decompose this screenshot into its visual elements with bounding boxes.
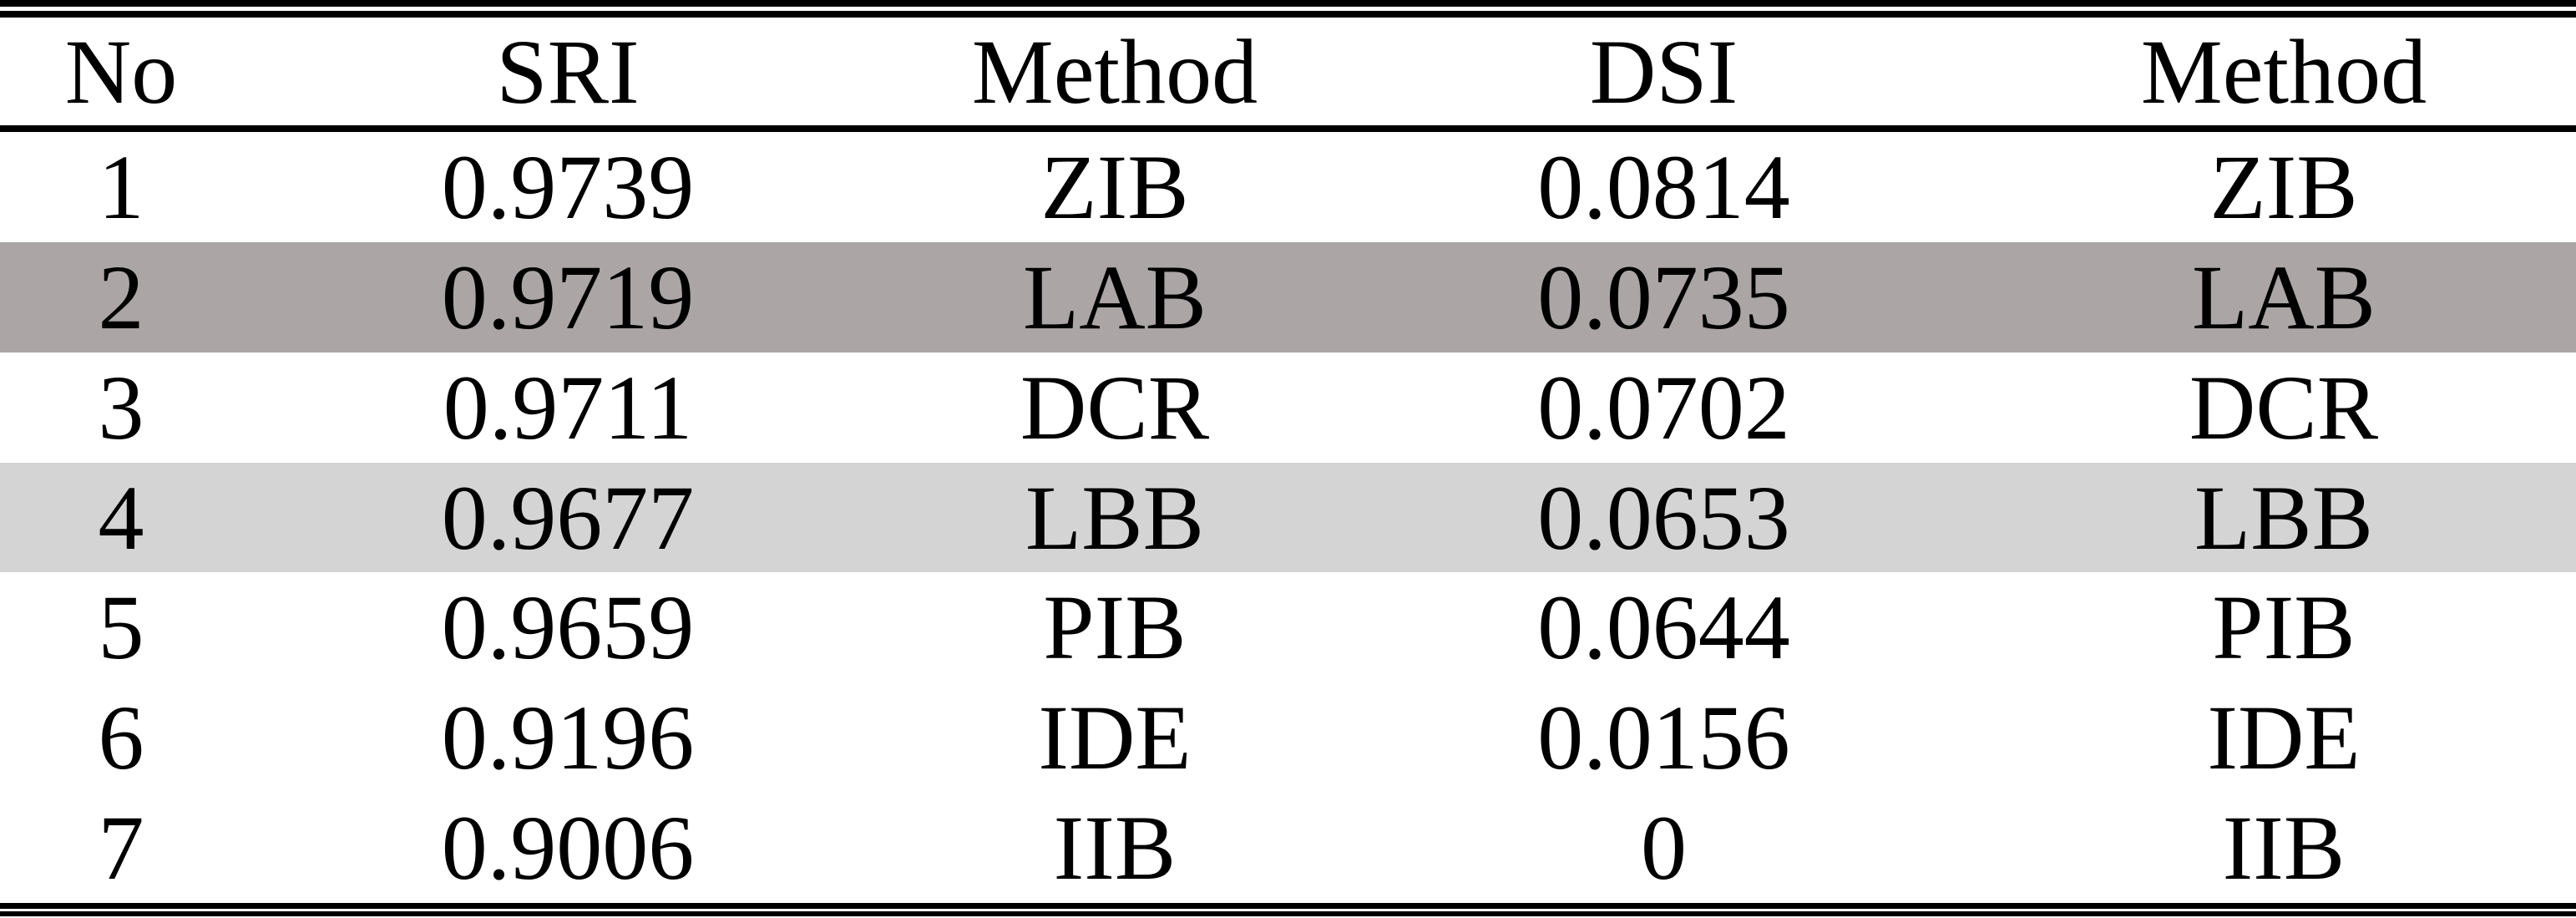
cell-dsi: 0.0653 xyxy=(1537,466,1790,569)
rule-line xyxy=(0,903,2576,909)
cell-no: 3 xyxy=(98,356,144,459)
cell-sri-method: PIB xyxy=(1043,576,1187,679)
cell-sri: 0.9006 xyxy=(441,797,695,900)
cell-no: 6 xyxy=(98,687,144,789)
cell-dsi: 0.0814 xyxy=(1537,135,1790,238)
table-row: 1 0.9739 ZIB 0.0814 ZIB xyxy=(0,132,2576,242)
cell-dsi-method: DCR xyxy=(2189,356,2379,459)
cell-sri-method: IIB xyxy=(1053,797,1177,900)
cell-sri-method: LBB xyxy=(1025,466,1204,569)
cell-sri-method: IDE xyxy=(1038,687,1192,789)
cell-sri-method: DCR xyxy=(1020,356,1210,459)
cell-no: 2 xyxy=(98,246,144,348)
table-row: 2 0.9719 LAB 0.0735 LAB xyxy=(0,241,2576,352)
cell-dsi-method: IIB xyxy=(2222,797,2346,900)
cell-dsi-method: LAB xyxy=(2192,246,2376,348)
cell-sri: 0.9677 xyxy=(441,466,695,569)
header-separator-rule xyxy=(0,125,2576,132)
cell-sri: 0.9711 xyxy=(443,356,693,459)
table-row: 6 0.9196 IDE 0.0156 IDE xyxy=(0,682,2576,793)
cell-dsi: 0 xyxy=(1641,797,1687,900)
cell-dsi-method: LBB xyxy=(2194,466,2373,569)
cell-sri: 0.9196 xyxy=(441,687,695,789)
table-row: 4 0.9677 LBB 0.0653 LBB xyxy=(0,462,2576,573)
cell-dsi-method: PIB xyxy=(2212,576,2356,679)
column-header-no: No xyxy=(64,20,178,123)
column-header-method-dsi: Method xyxy=(2140,20,2427,123)
cell-dsi: 0.0156 xyxy=(1537,687,1790,789)
table-body: 1 0.9739 ZIB 0.0814 ZIB 2 0.9719 LAB 0.0… xyxy=(0,132,2576,903)
cell-sri-method: ZIB xyxy=(1040,135,1189,238)
table-row: 5 0.9659 PIB 0.0644 PIB xyxy=(0,572,2576,682)
table-row: 3 0.9711 DCR 0.0702 DCR xyxy=(0,352,2576,463)
column-header-sri: SRI xyxy=(496,20,640,123)
cell-dsi: 0.0702 xyxy=(1537,356,1790,459)
table-bottom-double-rule xyxy=(0,903,2576,918)
cell-sri-method: LAB xyxy=(1023,246,1207,348)
cell-sri: 0.9719 xyxy=(441,246,695,348)
cell-dsi: 0.0735 xyxy=(1537,246,1790,348)
cell-sri: 0.9739 xyxy=(441,135,695,238)
rule-line xyxy=(0,11,2576,18)
rule-line xyxy=(0,911,2576,916)
cell-dsi-method: IDE xyxy=(2207,687,2361,789)
column-header-dsi: DSI xyxy=(1589,20,1738,123)
table-header-row: No SRI Method DSI Method xyxy=(0,18,2576,125)
cell-no: 7 xyxy=(98,797,144,900)
table-row: 7 0.9006 IIB 0 IIB xyxy=(0,793,2576,903)
table-top-double-rule xyxy=(0,0,2576,18)
cell-no: 1 xyxy=(98,135,144,238)
cell-dsi-method: ZIB xyxy=(2209,135,2358,238)
cell-no: 4 xyxy=(98,466,144,569)
cell-dsi: 0.0644 xyxy=(1537,576,1790,679)
rule-line xyxy=(0,0,2576,7)
rule-tail xyxy=(0,916,2576,918)
rule-gap xyxy=(0,7,2576,11)
cell-no: 5 xyxy=(98,576,144,679)
column-header-method-sri: Method xyxy=(971,20,1258,123)
rule-gap xyxy=(0,909,2576,911)
cell-sri: 0.9659 xyxy=(441,576,695,679)
